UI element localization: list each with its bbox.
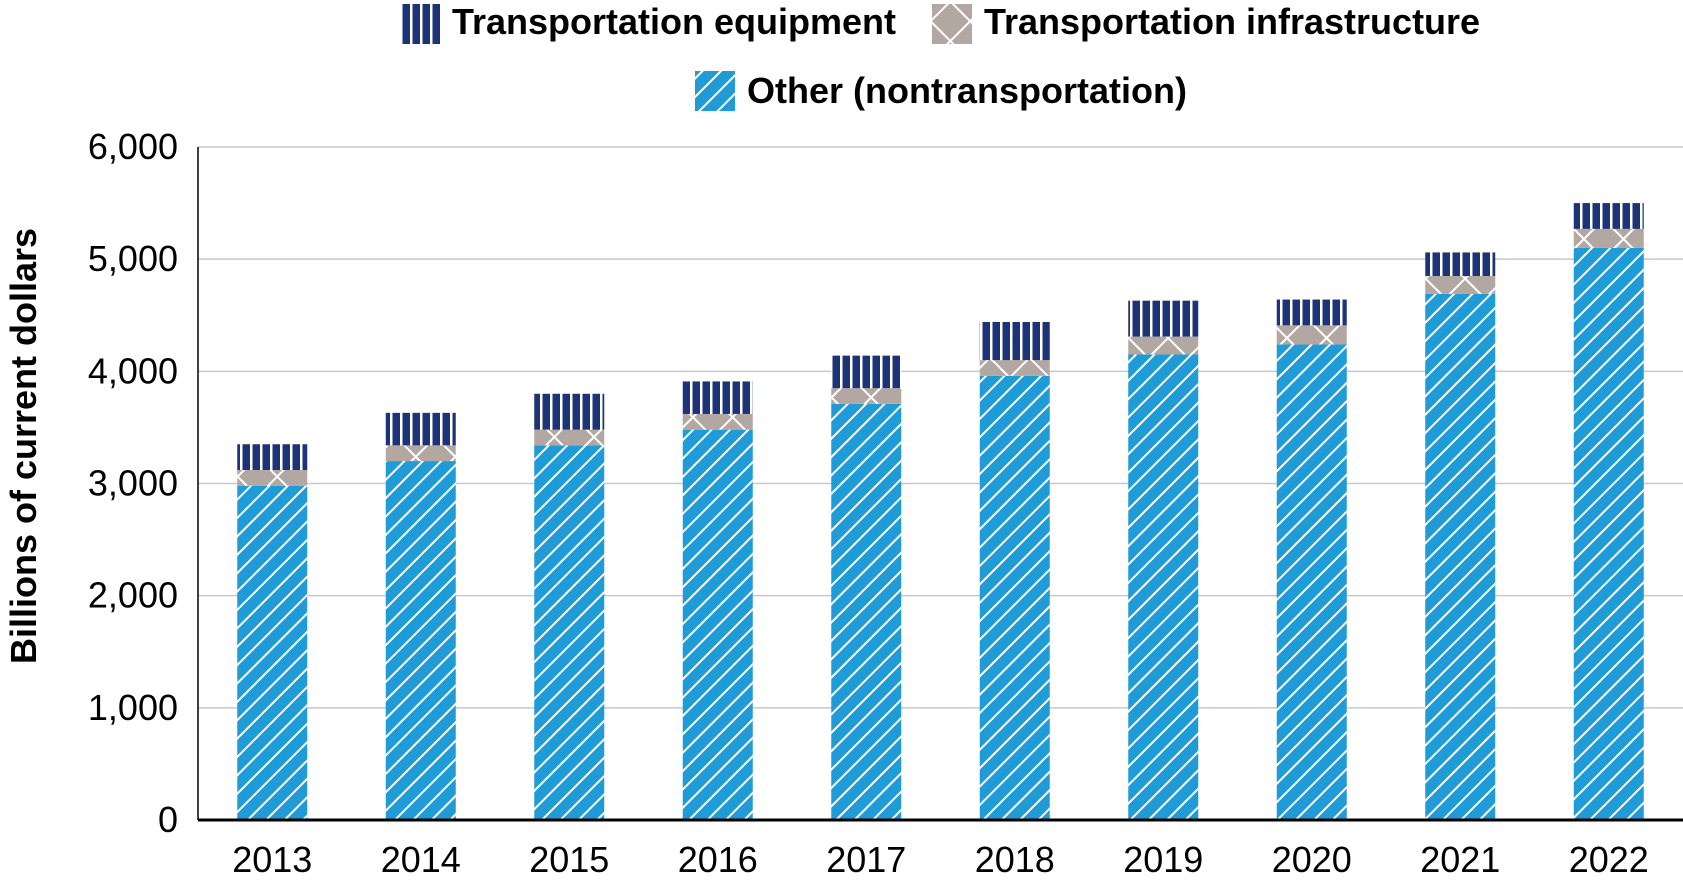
y-axis-label: Billions of current dollars	[3, 228, 44, 664]
bar-transportation-equipment-2017	[831, 355, 902, 389]
y-tick-label: 1,000	[88, 687, 178, 728]
legend-label-transportation-equipment: Transportation equipment	[452, 1, 896, 42]
y-tick-label: 5,000	[88, 238, 178, 279]
x-tick-label: 2017	[826, 839, 906, 880]
bar-transportation-infrastructure-2022	[1573, 228, 1644, 248]
x-tick-label: 2013	[232, 839, 312, 880]
x-tick-label: 2016	[678, 839, 758, 880]
x-tick-labels: 2013 2014 2015 2016 2017 2018 2019 2020 2021 2022	[232, 839, 1649, 880]
bar-other-nontransportation-2013	[237, 485, 308, 820]
x-tick-label: 2018	[975, 839, 1055, 880]
legend-label-transportation-infrastructure: Transportation infrastructure	[984, 1, 1480, 42]
bar-transportation-infrastructure-2018	[979, 360, 1050, 376]
bar-transportation-infrastructure-2021	[1425, 275, 1496, 294]
bar-other-nontransportation-2022	[1573, 247, 1644, 820]
bar-other-nontransportation-2019	[1128, 354, 1199, 820]
x-tick-label: 2021	[1420, 839, 1500, 880]
legend-swatch-other-nontransportation	[695, 71, 735, 111]
legend: Transportation equipment Transportation i…	[400, 1, 1480, 111]
bar-other-nontransportation-2016	[682, 429, 753, 820]
y-tick-label: 3,000	[88, 463, 178, 504]
bar-transportation-equipment-2022	[1573, 203, 1644, 229]
legend-swatch-transportation-infrastructure	[932, 4, 972, 44]
legend-swatch-transportation-equipment	[400, 4, 440, 44]
bar-transportation-equipment-2020	[1276, 299, 1347, 326]
y-tick-label: 2,000	[88, 575, 178, 616]
bar-transportation-infrastructure-2014	[385, 445, 456, 462]
bar-transportation-infrastructure-2019	[1128, 336, 1199, 355]
bar-other-nontransportation-2015	[534, 445, 605, 820]
axes	[197, 147, 1683, 822]
y-tick-label: 0	[158, 799, 178, 840]
bar-transportation-infrastructure-2016	[682, 413, 753, 430]
y-tick-labels: 0 1,000 2,000 3,000 4,000 5,000 6,000	[88, 126, 178, 840]
bar-other-nontransportation-2017	[831, 403, 902, 820]
x-tick-label: 2020	[1272, 839, 1352, 880]
x-tick-label: 2014	[381, 839, 461, 880]
bar-transportation-equipment-2015	[534, 393, 605, 430]
bar-other-nontransportation-2021	[1425, 293, 1496, 820]
bar-transportation-equipment-2021	[1425, 252, 1496, 276]
bar-other-nontransportation-2018	[979, 375, 1050, 820]
bars	[237, 203, 1644, 820]
bar-transportation-infrastructure-2017	[831, 388, 902, 404]
x-tick-label: 2022	[1569, 839, 1649, 880]
bar-transportation-infrastructure-2013	[237, 470, 308, 486]
bar-other-nontransportation-2020	[1276, 344, 1347, 820]
bar-other-nontransportation-2014	[385, 461, 456, 820]
x-tick-label: 2019	[1123, 839, 1203, 880]
bar-transportation-infrastructure-2020	[1276, 325, 1347, 345]
bar-transportation-equipment-2013	[237, 444, 308, 471]
y-tick-label: 4,000	[88, 350, 178, 391]
bar-transportation-equipment-2019	[1128, 300, 1199, 337]
bar-transportation-equipment-2014	[385, 412, 456, 446]
bar-transportation-equipment-2018	[979, 321, 1050, 361]
bar-transportation-infrastructure-2015	[534, 429, 605, 446]
x-tick-label: 2015	[529, 839, 609, 880]
y-tick-label: 6,000	[88, 126, 178, 167]
legend-label-other-nontransportation: Other (nontransportation)	[747, 70, 1187, 111]
bar-transportation-equipment-2016	[682, 381, 753, 414]
